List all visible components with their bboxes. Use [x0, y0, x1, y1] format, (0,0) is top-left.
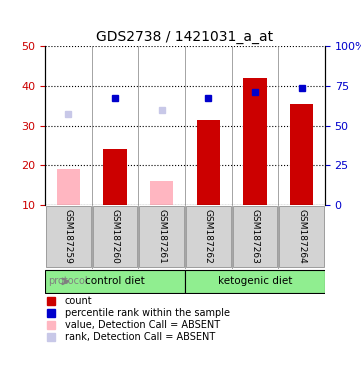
Text: GSM187260: GSM187260	[110, 209, 119, 264]
Text: rank, Detection Call = ABSENT: rank, Detection Call = ABSENT	[65, 332, 215, 342]
Bar	[197, 119, 220, 205]
Title: GDS2738 / 1421031_a_at: GDS2738 / 1421031_a_at	[96, 30, 274, 44]
FancyBboxPatch shape	[46, 206, 91, 267]
Text: GSM187264: GSM187264	[297, 209, 306, 264]
Text: percentile rank within the sample: percentile rank within the sample	[65, 308, 230, 318]
FancyBboxPatch shape	[186, 206, 231, 267]
Text: GSM187259: GSM187259	[64, 209, 73, 264]
FancyBboxPatch shape	[232, 206, 277, 267]
Bar	[57, 169, 80, 205]
Bar	[290, 104, 313, 205]
FancyBboxPatch shape	[279, 206, 324, 267]
Text: control diet: control diet	[85, 276, 145, 286]
FancyBboxPatch shape	[93, 206, 138, 267]
FancyBboxPatch shape	[139, 206, 184, 267]
Text: count: count	[65, 296, 92, 306]
Text: GSM187263: GSM187263	[251, 209, 260, 264]
Text: value, Detection Call = ABSENT: value, Detection Call = ABSENT	[65, 320, 220, 330]
Text: ketogenic diet: ketogenic diet	[218, 276, 292, 286]
Text: GSM187261: GSM187261	[157, 209, 166, 264]
Bar	[243, 78, 267, 205]
Text: GSM187262: GSM187262	[204, 209, 213, 264]
FancyBboxPatch shape	[45, 270, 185, 293]
FancyBboxPatch shape	[185, 270, 325, 293]
Bar	[150, 181, 173, 205]
Text: protocol: protocol	[48, 276, 88, 286]
Bar	[103, 149, 127, 205]
